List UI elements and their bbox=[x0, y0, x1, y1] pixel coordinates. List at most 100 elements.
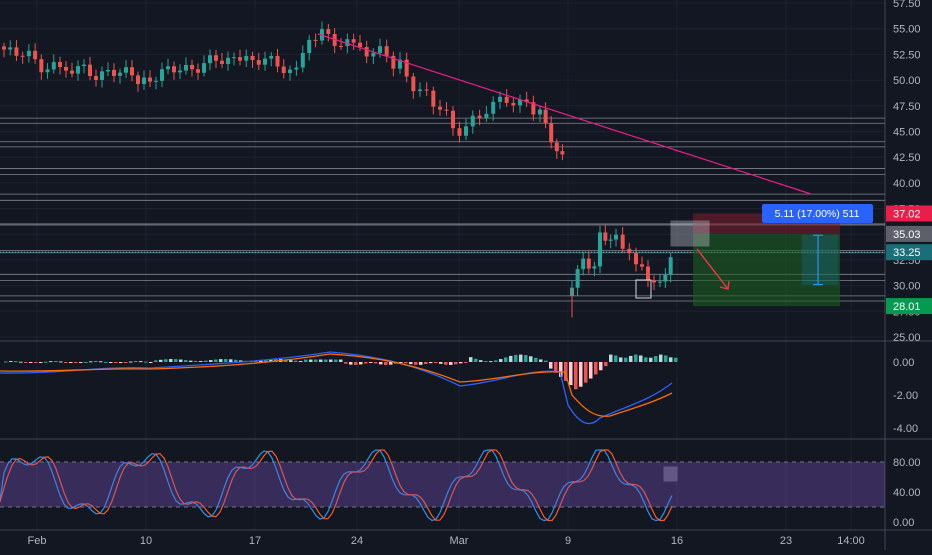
macd-tick-label: 0.00 bbox=[893, 357, 914, 369]
projection-arrow bbox=[696, 248, 729, 290]
macd-histogram-bar bbox=[74, 362, 78, 363]
macd-histogram-bar bbox=[624, 357, 628, 362]
candle-body bbox=[202, 63, 206, 73]
macd-histogram-bar bbox=[654, 355, 658, 362]
candle-body bbox=[124, 67, 128, 73]
macd-histogram-bar bbox=[664, 355, 668, 362]
stoch-k-line bbox=[0, 449, 673, 522]
macd-histogram-bar bbox=[4, 361, 8, 363]
macd-histogram-bar bbox=[164, 359, 168, 362]
candle-body bbox=[560, 151, 565, 155]
candle-body bbox=[26, 50, 31, 57]
grid-lines bbox=[0, 0, 885, 530]
candle-body bbox=[106, 69, 110, 72]
highlight-box bbox=[670, 220, 710, 247]
macd-histogram-bar bbox=[299, 360, 303, 362]
macd-histogram-bar bbox=[194, 360, 198, 362]
macd-histogram-bar bbox=[149, 362, 153, 363]
macd-histogram-bar bbox=[639, 355, 643, 362]
candle-body bbox=[549, 123, 554, 143]
macd-histogram-bar bbox=[549, 362, 553, 369]
stoch-tick-label: 0.00 bbox=[893, 517, 914, 529]
candle-body bbox=[464, 126, 468, 136]
macd-histogram-bar bbox=[524, 355, 528, 362]
macd-histogram-bar bbox=[384, 362, 388, 365]
stoch-panel: 80.00 40.00 0.00 bbox=[0, 449, 921, 529]
candle-body bbox=[351, 39, 356, 43]
candle-body bbox=[424, 89, 429, 91]
candle-body bbox=[2, 46, 6, 50]
candle-body bbox=[484, 113, 489, 119]
candle-body bbox=[384, 46, 389, 56]
macd-histogram-bar bbox=[359, 362, 363, 365]
macd-histogram-bar bbox=[354, 362, 358, 365]
highlight-box bbox=[635, 279, 652, 299]
target-zone bbox=[693, 233, 840, 307]
candle-body bbox=[518, 99, 522, 106]
candle-body bbox=[477, 115, 482, 119]
macd-histogram-bar bbox=[439, 362, 443, 364]
candle-body bbox=[313, 39, 318, 41]
macd-histogram-bar bbox=[29, 362, 33, 363]
macd-histogram-bar bbox=[344, 362, 348, 364]
candle-body bbox=[142, 77, 146, 85]
macd-histogram-bar bbox=[234, 359, 238, 362]
time-tick-label: 9 bbox=[565, 535, 571, 547]
macd-histogram-bar bbox=[659, 354, 663, 362]
macd-histogram-bar bbox=[259, 360, 263, 362]
candle-body bbox=[598, 232, 602, 267]
candle-body bbox=[76, 66, 80, 74]
price-tick-label: 52.50 bbox=[893, 49, 921, 61]
macd-tick-label: -4.00 bbox=[893, 423, 918, 435]
candle-body bbox=[554, 142, 559, 152]
macd-histogram-bar bbox=[464, 362, 468, 363]
macd-histogram-bar bbox=[409, 362, 413, 365]
candle-body bbox=[531, 102, 536, 115]
candle-body bbox=[326, 29, 331, 35]
stoch-d-line bbox=[0, 449, 673, 522]
macd-histogram-bar bbox=[514, 354, 518, 362]
time-tick-label: Mar bbox=[450, 535, 469, 547]
candle-body bbox=[196, 69, 200, 73]
macd-histogram-bar bbox=[594, 362, 598, 375]
candle-body bbox=[51, 62, 56, 70]
stoch-band bbox=[0, 462, 885, 507]
macd-histogram-bar bbox=[629, 355, 633, 362]
candle-body bbox=[498, 96, 502, 102]
macd-histogram-bar bbox=[369, 362, 373, 363]
macd-histogram-bar bbox=[579, 362, 583, 387]
price-label: 33.25 bbox=[893, 247, 921, 259]
price-label-bg bbox=[886, 225, 932, 242]
candle-body bbox=[307, 39, 312, 54]
macd-histogram-bar bbox=[474, 358, 478, 362]
candle-body bbox=[238, 57, 242, 61]
time-tick-label: 10 bbox=[140, 535, 152, 547]
candle-body bbox=[112, 69, 116, 76]
candle-body bbox=[603, 232, 608, 241]
candle-body bbox=[586, 258, 591, 269]
macd-histogram-bar bbox=[424, 362, 428, 365]
measure-label: 5.11 (17.00%) 511 bbox=[775, 208, 860, 220]
macd-histogram-bar bbox=[364, 362, 368, 364]
projection-arrow-head bbox=[719, 280, 730, 290]
candle-body bbox=[378, 46, 382, 53]
candle-body bbox=[58, 62, 62, 67]
macd-histogram-bar bbox=[559, 362, 563, 377]
candle-body bbox=[8, 47, 13, 50]
candle-body bbox=[620, 234, 625, 249]
macd-histogram-bar bbox=[214, 359, 218, 362]
macd-histogram-bar bbox=[334, 359, 338, 362]
candle-body bbox=[244, 55, 249, 61]
macd-histogram-bar bbox=[209, 360, 213, 362]
candle-body bbox=[294, 67, 299, 70]
macd-histogram-bar bbox=[94, 361, 98, 363]
macd-histogram-bar bbox=[669, 357, 673, 362]
macd-histogram-bar bbox=[674, 357, 678, 362]
macd-histogram-bar bbox=[339, 359, 343, 362]
macd-histogram-bar bbox=[649, 357, 653, 362]
candle-body bbox=[511, 102, 516, 106]
macd-histogram-bar bbox=[399, 362, 403, 364]
candle-body bbox=[39, 59, 44, 73]
